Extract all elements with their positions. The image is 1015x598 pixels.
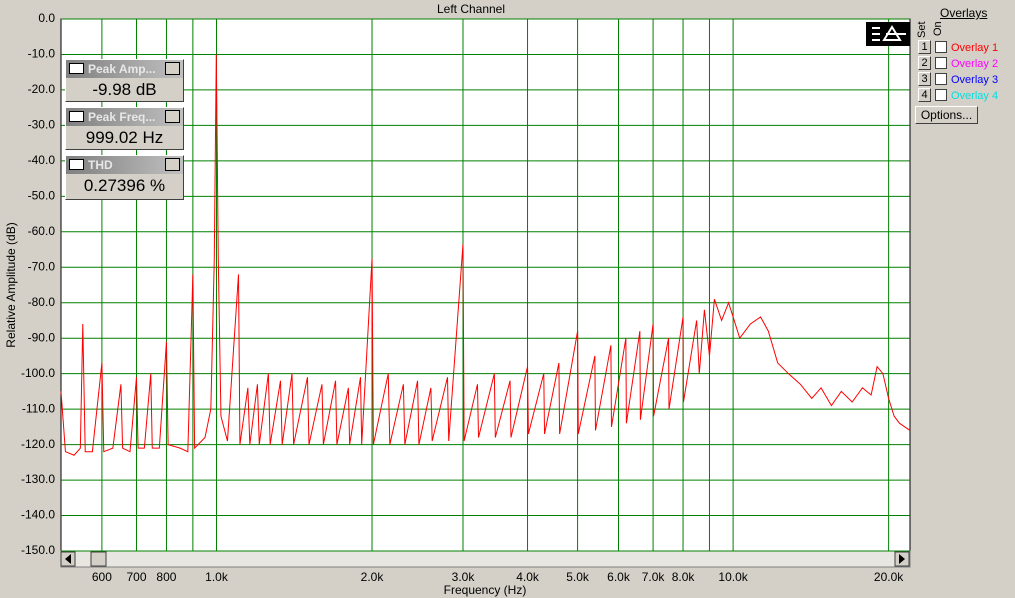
y-axis-label: Relative Amplitude (dB) [4,222,18,347]
y-tick-label: -20.0 [28,82,56,96]
readout-value: -9.98 dB [92,80,157,99]
x-tick-label: 6.0k [607,570,631,584]
x-tick-label: 8.0k [672,570,696,584]
overlay-checkbox[interactable] [935,57,947,69]
y-tick-label: -40.0 [28,153,56,167]
overlay-checkbox[interactable] [935,89,947,101]
overlays-title: Overlays [940,6,988,20]
x-tick-label: 4.0k [516,570,540,584]
x-axis-label: Frequency (Hz) [444,583,527,597]
chart-title: Left Channel [437,2,505,16]
y-tick-label: 0.0 [38,11,55,25]
set-button[interactable]: 1 [918,40,931,54]
set-button[interactable]: 2 [918,56,931,70]
readout-title: Peak Amp... [88,62,156,76]
overlay-label: Overlay 3 [951,74,999,86]
x-tick-label: 1.0k [205,570,229,584]
x-tick-label: 600 [92,570,112,584]
y-tick-label: -100.0 [21,366,55,380]
readout-title: Peak Freq... [88,110,156,124]
y-tick-label: -10.0 [28,47,56,61]
set-button[interactable]: 4 [918,88,931,102]
logo-icon [866,22,910,46]
spectrum-line [60,54,911,456]
x-tick-label: 700 [126,570,146,584]
set-button[interactable]: 3 [918,72,931,86]
y-tick-label: -140.0 [21,508,55,522]
x-tick-label: 3.0k [452,570,476,584]
x-tick-label: 7.0k [642,570,666,584]
options-button[interactable]: Options... [915,106,978,124]
scrollbar[interactable] [60,550,911,568]
y-tick-label: -30.0 [28,118,56,132]
overlay-label: Overlay 2 [951,58,999,70]
y-tick-label: -150.0 [21,543,55,557]
y-tick-label: -90.0 [28,330,56,344]
readout-panel[interactable]: THD 0.27396 % [65,155,184,200]
readout-panel[interactable]: Peak Amp... -9.98 dB [65,59,184,102]
spectrum-chart: Left Channel Relative Amplitude (dB) Fre… [4,2,911,597]
y-tick-label: -110.0 [22,401,55,415]
readout-value: 999.02 Hz [85,128,164,147]
y-tick-label: -70.0 [28,259,56,273]
y-tick-label: -130.0 [21,472,55,486]
on-header: On [932,21,944,36]
x-tick-label: 10.0k [718,570,748,584]
x-tick-label: 2.0k [361,570,385,584]
plot-area [60,18,911,552]
overlay-checkbox[interactable] [935,73,947,85]
x-tick-label: 20.0k [874,570,904,584]
set-header: Set [916,21,928,38]
y-tick-label: -80.0 [28,295,56,309]
y-tick-label: -120.0 [21,437,55,451]
readout-value: 0.27396 % [83,176,166,195]
overlay-label: Overlay 1 [951,42,999,54]
overlay-label: Overlay 4 [951,90,999,102]
x-tick-label: 5.0k [566,570,590,584]
readout-title: THD [88,158,113,172]
overlay-checkbox[interactable] [935,41,947,53]
y-tick-label: -50.0 [28,189,56,203]
x-tick-label: 800 [156,570,176,584]
y-tick-label: -60.0 [28,224,56,238]
readout-panel[interactable]: Peak Freq... 999.02 Hz [65,107,184,150]
